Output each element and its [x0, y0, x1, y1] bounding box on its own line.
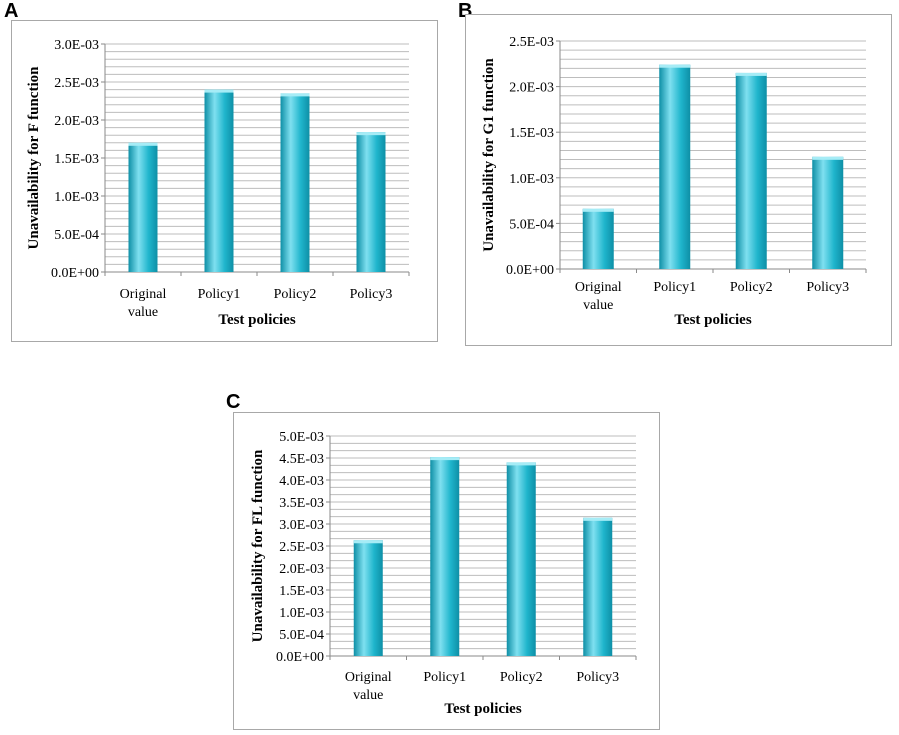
- bar-cap: [280, 93, 310, 97]
- y-tick-label: 3.5E-03: [279, 496, 324, 511]
- bar-cap: [812, 156, 844, 160]
- y-tick-label: 2.5E-03: [54, 76, 99, 91]
- bar-cap: [128, 142, 158, 146]
- y-axis-title: Unavailability for F function: [26, 66, 42, 250]
- bar-cap: [356, 132, 386, 136]
- panel-letter-a: A: [4, 0, 19, 22]
- bar-cap: [582, 208, 614, 212]
- panel-letter-c: C: [226, 391, 241, 413]
- bar-cap: [430, 457, 460, 461]
- x-tick-label: value: [128, 305, 158, 320]
- bar: [506, 462, 536, 656]
- y-tick-label: 2.0E-03: [509, 81, 554, 96]
- bar-cap: [735, 72, 767, 76]
- y-tick-label: 2.0E-03: [54, 114, 99, 129]
- x-axis-title: Test policies: [218, 312, 296, 328]
- bar-cap: [353, 540, 383, 544]
- y-tick-label: 5.0E-04: [279, 628, 324, 643]
- y-tick-label: 0.0E+00: [51, 266, 99, 281]
- x-tick-label: Original: [575, 280, 622, 295]
- y-tick-label: 1.0E-03: [509, 172, 554, 187]
- x-tick-label: Policy3: [576, 670, 619, 685]
- y-tick-label: 2.0E-03: [279, 562, 324, 577]
- y-tick-label: 1.0E-03: [54, 190, 99, 205]
- bar: [204, 89, 234, 272]
- y-tick-label: 1.5E-03: [54, 152, 99, 167]
- y-axis-title: Unavailability for FL function: [250, 449, 266, 642]
- bar: [353, 540, 383, 656]
- x-tick-label: Policy2: [500, 670, 543, 685]
- x-tick-label: Policy2: [274, 287, 317, 302]
- x-tick-label: value: [583, 298, 613, 313]
- y-tick-label: 0.0E+00: [506, 263, 554, 278]
- y-tick-label: 5.0E-04: [54, 228, 99, 243]
- y-tick-label: 3.0E-03: [279, 518, 324, 533]
- bar: [582, 208, 614, 269]
- x-tick-label: Policy1: [198, 287, 241, 302]
- y-tick-label: 1.5E-03: [279, 584, 324, 599]
- bar-cap: [506, 462, 536, 466]
- bar: [583, 517, 613, 656]
- bar: [659, 64, 691, 269]
- x-tick-label: Policy3: [806, 280, 849, 295]
- x-tick-label: Policy1: [653, 280, 696, 295]
- x-tick-label: Policy2: [730, 280, 773, 295]
- bar-cap: [659, 64, 691, 68]
- y-tick-label: 4.5E-03: [279, 452, 324, 467]
- y-tick-label: 5.0E-04: [509, 217, 554, 232]
- x-axis-title: Test policies: [674, 312, 752, 328]
- bar: [280, 93, 310, 273]
- bar-cap: [583, 517, 613, 521]
- bar: [735, 72, 767, 269]
- y-tick-label: 1.5E-03: [509, 126, 554, 141]
- bar: [356, 132, 386, 272]
- x-axis-title: Test policies: [444, 701, 522, 717]
- x-tick-label: Policy1: [423, 670, 466, 685]
- y-tick-label: 3.0E-03: [54, 38, 99, 53]
- bar: [128, 142, 158, 272]
- bar-cap: [204, 89, 234, 93]
- y-tick-label: 2.5E-03: [509, 35, 554, 50]
- y-tick-label: 5.0E-03: [279, 430, 324, 445]
- bar: [812, 156, 844, 269]
- y-axis-title: Unavailability for G1 function: [481, 58, 497, 252]
- y-tick-label: 2.5E-03: [279, 540, 324, 555]
- x-tick-label: value: [353, 688, 383, 703]
- y-tick-label: 4.0E-03: [279, 474, 324, 489]
- y-tick-label: 0.0E+00: [276, 650, 324, 665]
- x-tick-label: Original: [345, 670, 392, 685]
- x-tick-label: Policy3: [350, 287, 393, 302]
- x-tick-label: Original: [120, 287, 167, 302]
- y-tick-label: 1.0E-03: [279, 606, 324, 621]
- bar: [430, 457, 460, 656]
